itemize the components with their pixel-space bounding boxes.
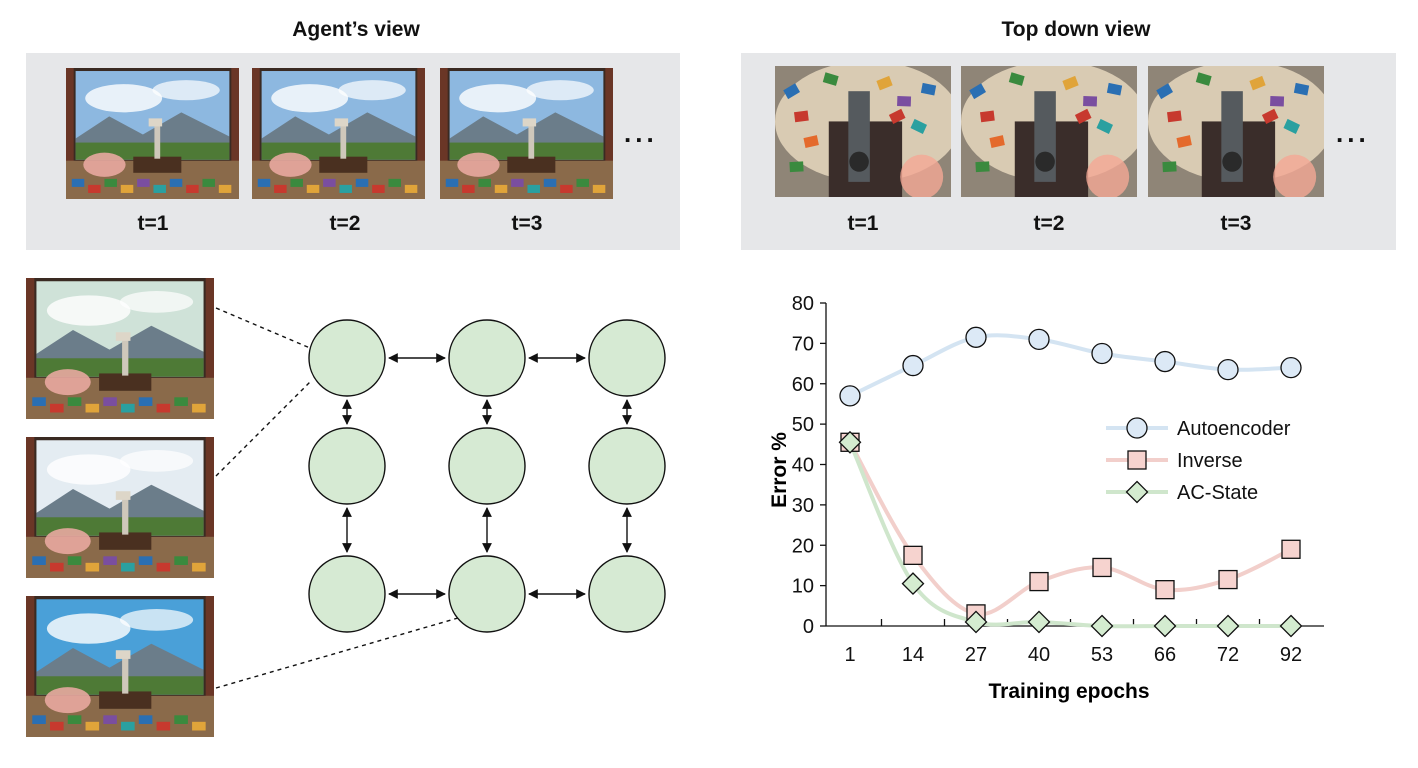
x-tick-label: 27 [965, 644, 987, 666]
graph-node [308, 427, 386, 505]
legend-label: Autoencoder [1177, 418, 1291, 440]
x-tick-label: 66 [1154, 644, 1176, 666]
agent-view-title: Agent’s view [292, 18, 420, 41]
data-point [1279, 614, 1303, 638]
data-point [1029, 571, 1049, 592]
dashed-connector [215, 379, 313, 477]
legend-marker [1125, 480, 1149, 504]
observation-image [26, 437, 214, 578]
x-tick-label: 1 [844, 644, 855, 666]
frame-label: t=1 [137, 212, 169, 235]
top-down-frame [961, 66, 1137, 197]
y-tick-label: 30 [792, 495, 814, 517]
data-point [964, 610, 988, 634]
data-point [1090, 614, 1114, 638]
data-point [1218, 569, 1238, 590]
data-point [965, 326, 987, 348]
agent-view-frame [66, 68, 239, 199]
frame-label: t=3 [1220, 212, 1252, 235]
agent-view-ellipsis: ... [624, 118, 658, 148]
y-tick-label: 60 [792, 374, 814, 396]
agent-view-frame [440, 68, 613, 199]
graph-node [588, 555, 666, 633]
top-down-view-ellipsis: ... [1336, 118, 1370, 148]
graph-node [588, 427, 666, 505]
data-point [1028, 328, 1050, 350]
chart-xlabel: Training epochs [988, 680, 1149, 703]
dashed-connector [215, 617, 459, 689]
data-point [1153, 614, 1177, 638]
agent-view-frame [252, 68, 425, 199]
chart-ylabel: Error % [768, 432, 791, 508]
frame-label: t=3 [511, 212, 543, 235]
y-tick-label: 10 [792, 576, 814, 598]
legend-label: AC-State [1177, 482, 1258, 504]
y-tick-label: 80 [792, 293, 814, 315]
x-tick-label: 92 [1280, 644, 1302, 666]
dashed-connector [215, 307, 311, 349]
y-tick-label: 20 [792, 535, 814, 557]
data-point [1091, 342, 1113, 365]
data-point [1092, 557, 1112, 578]
frame-label: t=2 [1033, 212, 1065, 235]
data-point [1155, 580, 1175, 600]
legend-marker [1126, 417, 1148, 439]
data-point [1280, 356, 1302, 379]
graph-node [448, 555, 526, 633]
y-tick-label: 70 [792, 333, 814, 355]
y-tick-label: 40 [792, 455, 814, 477]
data-point [1281, 539, 1301, 559]
data-point [838, 430, 862, 454]
top-down-view-title: Top down view [1001, 18, 1151, 41]
x-tick-label: 53 [1091, 644, 1113, 666]
data-point [1027, 610, 1051, 634]
top-down-frame [1148, 66, 1324, 197]
x-tick-label: 72 [1217, 644, 1239, 666]
chart-legend: Autoencoder Inverse AC-State [1106, 417, 1291, 504]
y-tick-label: 50 [792, 414, 814, 436]
frame-label: t=1 [847, 212, 879, 235]
frame-label: t=2 [329, 212, 361, 235]
data-point [903, 545, 923, 565]
graph-node [308, 555, 386, 633]
graph-node [448, 319, 526, 397]
graph-node [308, 319, 386, 397]
top-down-frame [775, 66, 951, 197]
y-tick-label: 0 [803, 616, 814, 638]
data-point [1216, 614, 1240, 638]
data-point [901, 572, 925, 596]
data-point [839, 385, 861, 407]
observation-image [26, 596, 214, 737]
chart-axes [820, 302, 1324, 627]
observation-image [26, 278, 214, 419]
data-point [1217, 358, 1239, 381]
x-tick-label: 40 [1028, 644, 1050, 666]
legend-label: Inverse [1177, 450, 1243, 472]
data-point [1154, 350, 1176, 373]
error-chart: Error % Training epochs 0 10 20 30 40 50 60 70 8… [768, 293, 1324, 703]
legend-marker [1127, 450, 1147, 470]
data-point [902, 354, 924, 377]
graph-node [588, 319, 666, 397]
graph-node [448, 427, 526, 505]
x-tick-label: 14 [902, 644, 924, 666]
state-graph [215, 307, 666, 689]
